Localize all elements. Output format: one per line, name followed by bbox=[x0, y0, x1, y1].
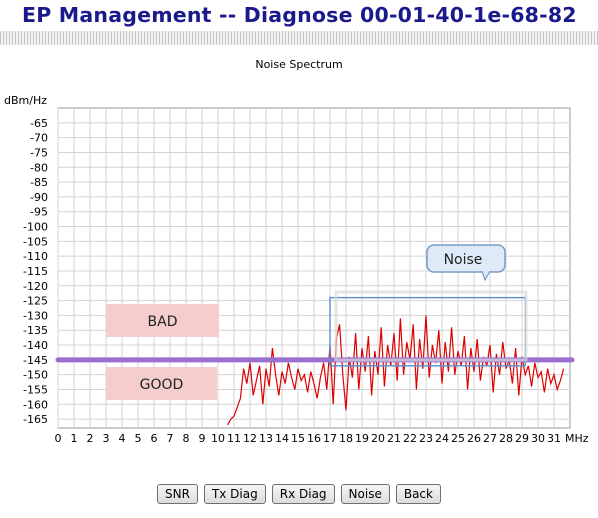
x-tick-label: 1 bbox=[71, 432, 78, 445]
x-tick-label: 11 bbox=[227, 432, 241, 445]
x-tick-label: 7 bbox=[167, 432, 174, 445]
x-tick-label: 27 bbox=[483, 432, 497, 445]
noise-callout-bubble bbox=[426, 244, 506, 273]
title-divider bbox=[0, 31, 598, 45]
x-tick-label: 26 bbox=[467, 432, 481, 445]
x-tick-label: 28 bbox=[499, 432, 513, 445]
y-tick-label: -130 bbox=[23, 309, 48, 322]
y-tick-label: -85 bbox=[30, 176, 48, 189]
noise-callout-inner-shadow bbox=[334, 290, 528, 362]
x-tick-label: 31 bbox=[547, 432, 561, 445]
y-tick-label: -70 bbox=[30, 132, 48, 145]
x-tick-label: 9 bbox=[199, 432, 206, 445]
y-tick-label: -145 bbox=[23, 354, 48, 367]
y-tick-label: -65 bbox=[30, 117, 48, 130]
y-tick-label: -100 bbox=[23, 221, 48, 234]
y-tick-label: -75 bbox=[30, 146, 48, 159]
y-tick-label: -90 bbox=[30, 191, 48, 204]
x-tick-labels: 0 1 2 3 4 5 6 7 8 9 10 11 12 13 14 15 16 17 18 19 20 21 22 23 24… bbox=[55, 432, 562, 445]
rx-diag-button[interactable]: Rx Diag bbox=[271, 484, 335, 504]
good-zone-box bbox=[106, 367, 217, 400]
snr-button[interactable]: SNR bbox=[157, 484, 198, 504]
x-tick-label: 12 bbox=[243, 432, 257, 445]
x-tick-label: 13 bbox=[259, 432, 273, 445]
x-tick-label: 24 bbox=[435, 432, 449, 445]
y-tick-label: -155 bbox=[23, 383, 48, 396]
back-button[interactable]: Back bbox=[395, 484, 441, 504]
x-tick-label: 10 bbox=[211, 432, 225, 445]
bad-zone-label: BAD bbox=[148, 314, 178, 330]
x-tick-label: 4 bbox=[119, 432, 126, 445]
noise-callout-pointer bbox=[481, 270, 491, 282]
x-tick-label: 16 bbox=[307, 432, 321, 445]
x-axis-unit-label: MHz bbox=[565, 432, 589, 445]
x-tick-label: 17 bbox=[323, 432, 337, 445]
x-tick-label: 14 bbox=[275, 432, 289, 445]
grid-lines bbox=[57, 108, 570, 428]
x-tick-label: 18 bbox=[339, 432, 353, 445]
x-tick-label: 23 bbox=[419, 432, 433, 445]
x-tick-label: 6 bbox=[151, 432, 158, 445]
noise-callout-label: Noise bbox=[444, 252, 483, 268]
x-tick-label: 15 bbox=[291, 432, 305, 445]
y-tick-labels: -65 -70-75 -80 -85 -90 -95 -100-105 -110 -115 -12… bbox=[23, 117, 48, 426]
x-tick-label: 29 bbox=[515, 432, 529, 445]
y-tick-label: -95 bbox=[30, 206, 48, 219]
y-tick-label: -105 bbox=[23, 235, 48, 248]
y-tick-label: -165 bbox=[23, 413, 48, 426]
tx-diag-button[interactable]: Tx Diag bbox=[203, 484, 266, 504]
noise-series-line bbox=[227, 315, 565, 426]
x-tick-label: 21 bbox=[387, 432, 401, 445]
x-tick-label: 5 bbox=[135, 432, 142, 445]
action-button-bar: SNR Tx Diag Rx Diag Noise Back bbox=[0, 484, 598, 504]
y-axis-label: dBm/Hz bbox=[4, 94, 47, 107]
noise-button[interactable]: Noise bbox=[340, 484, 390, 504]
chart-title: Noise Spectrum bbox=[255, 58, 343, 71]
y-tick-label: -160 bbox=[23, 398, 48, 411]
y-tick-label: -120 bbox=[23, 280, 48, 293]
y-tick-label: -150 bbox=[23, 369, 48, 382]
x-tick-label: 8 bbox=[183, 432, 190, 445]
y-tick-label: -125 bbox=[23, 295, 48, 308]
good-zone-label: GOOD bbox=[140, 377, 184, 393]
y-tick-label: -135 bbox=[23, 324, 48, 337]
x-tick-label: 19 bbox=[355, 432, 369, 445]
y-tick-label: -110 bbox=[23, 250, 48, 263]
x-tick-label: 20 bbox=[371, 432, 385, 445]
bad-zone-box bbox=[106, 304, 219, 337]
noise-spectrum-chart: dBm/Hz -65 -70-75 -80 -85 -90 -95 -100-105 -110… bbox=[4, 94, 589, 445]
x-tick-label: 22 bbox=[403, 432, 417, 445]
x-tick-label: 3 bbox=[103, 432, 110, 445]
x-tick-label: 25 bbox=[451, 432, 465, 445]
y-tick-label: -115 bbox=[23, 265, 48, 278]
x-tick-label: 30 bbox=[531, 432, 545, 445]
page-title: EP Management -- Diagnose 00-01-40-1e-68… bbox=[22, 3, 577, 27]
y-tick-label: -140 bbox=[23, 339, 48, 352]
y-tick-label: -80 bbox=[30, 161, 48, 174]
x-tick-label: 2 bbox=[87, 432, 94, 445]
x-tick-label: 0 bbox=[55, 432, 62, 445]
